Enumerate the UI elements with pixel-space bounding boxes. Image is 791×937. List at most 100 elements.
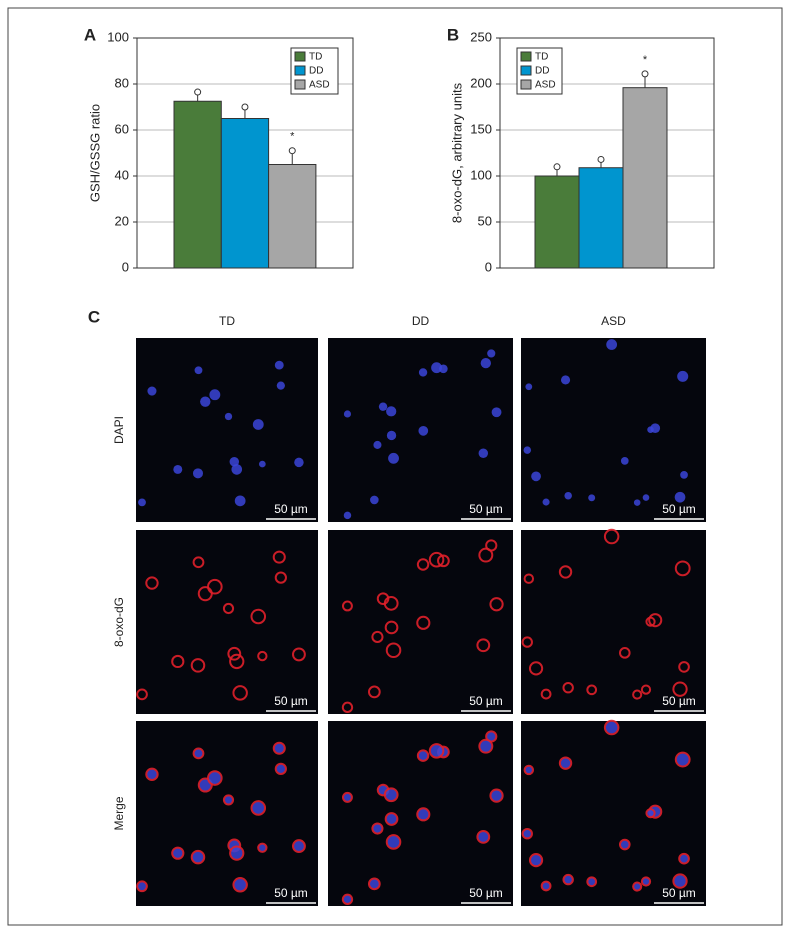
cell-ring [489,788,504,803]
nucleus [252,419,264,430]
nucleus [294,457,304,468]
nucleus [633,499,641,506]
nucleus [680,471,688,479]
cell-ring [229,653,245,670]
cell-ring [645,616,656,627]
cell-ring [632,881,643,892]
legend-swatch [520,79,532,90]
column-header: ASD [601,314,626,328]
cell-ring [562,873,574,886]
nucleus [252,801,265,815]
error-cap [597,155,605,163]
nucleus [491,790,503,802]
nucleus [620,457,629,465]
cell-ring [292,839,306,854]
nucleus [147,386,157,396]
micrograph [521,338,706,522]
y-tick-label: 20 [115,213,129,228]
cell-ring [145,767,159,781]
figure-border [7,7,783,926]
nucleus [417,808,429,820]
nucleus [525,383,533,391]
nucleus [418,368,428,377]
y-tick-label: 50 [478,213,492,228]
scale-bar-label: 50 µm [274,886,308,900]
cell-ring [618,647,631,659]
cell-ring [274,762,287,775]
nucleus [487,349,496,358]
cell-ring [603,719,620,736]
cell-ring [136,688,148,701]
row-header: 8-oxo-dG [112,597,126,647]
error-cap [194,88,202,96]
nucleus [194,748,203,758]
nucleus [523,829,532,838]
cell-ring [371,822,384,835]
cell-ring [341,791,353,803]
nucleus [192,851,204,863]
nucleus [588,494,596,502]
nucleus [373,440,382,449]
scale-bar-label: 50 µm [469,694,503,708]
y-tick-label: 200 [470,75,492,90]
cell-ring [207,770,223,786]
panel-label: C [88,307,100,326]
cell-ring [222,794,235,806]
nucleus [370,495,379,505]
scale-bar-label: 50 µm [274,502,308,516]
cell-ring [540,880,552,892]
scale-bar-label: 50 µm [469,886,503,900]
micrograph [136,338,318,522]
cell-ring [171,846,185,860]
cell-ring [528,853,544,868]
cell-ring [227,646,242,661]
cell-ring [558,756,573,770]
error-cap [553,163,561,171]
legend-swatch [520,65,532,76]
nucleus [679,854,689,864]
cell-ring [367,685,381,699]
nucleus [646,809,655,817]
micrograph [136,721,318,906]
nucleus [343,511,352,520]
nucleus [372,823,382,834]
cell-ring [476,829,491,844]
nucleus [674,875,687,888]
panel-label: B [447,25,459,44]
cell-ring [521,828,533,840]
cell-ring [521,636,533,648]
legend-label: ASD [535,80,556,91]
y-axis-label: GSH/GSSG ratio [87,104,102,202]
cell-ring [648,613,663,628]
cell-ring [341,893,354,906]
nucleus [386,430,397,441]
legend-label: TD [309,52,322,63]
nucleus [274,743,285,754]
nucleus [230,847,243,860]
nucleus [418,425,429,436]
cell-ring [528,661,544,676]
y-axis-label: 8-oxo-dG, arbitrary units [449,82,464,223]
cell-ring [672,873,688,889]
cell-ring [640,876,652,887]
legend-swatch [520,51,532,62]
cell-ring [257,650,268,662]
scale-bar-label: 50 µm [662,502,696,516]
nucleus [478,448,489,458]
nucleus [378,402,388,411]
cell-ring [678,661,690,673]
nucleus [676,753,689,766]
cell-ring [586,684,598,696]
cell-ring [341,701,354,714]
nucleus [642,494,650,501]
nucleus [388,452,399,464]
bar [268,164,317,269]
nucleus [369,878,380,889]
cell-ring [478,547,494,563]
cell-ring [207,578,223,595]
cell-ring [558,565,573,579]
cell-ring [190,658,206,673]
nucleus [486,731,496,742]
cell-ring [192,556,205,569]
nucleus [192,468,203,479]
